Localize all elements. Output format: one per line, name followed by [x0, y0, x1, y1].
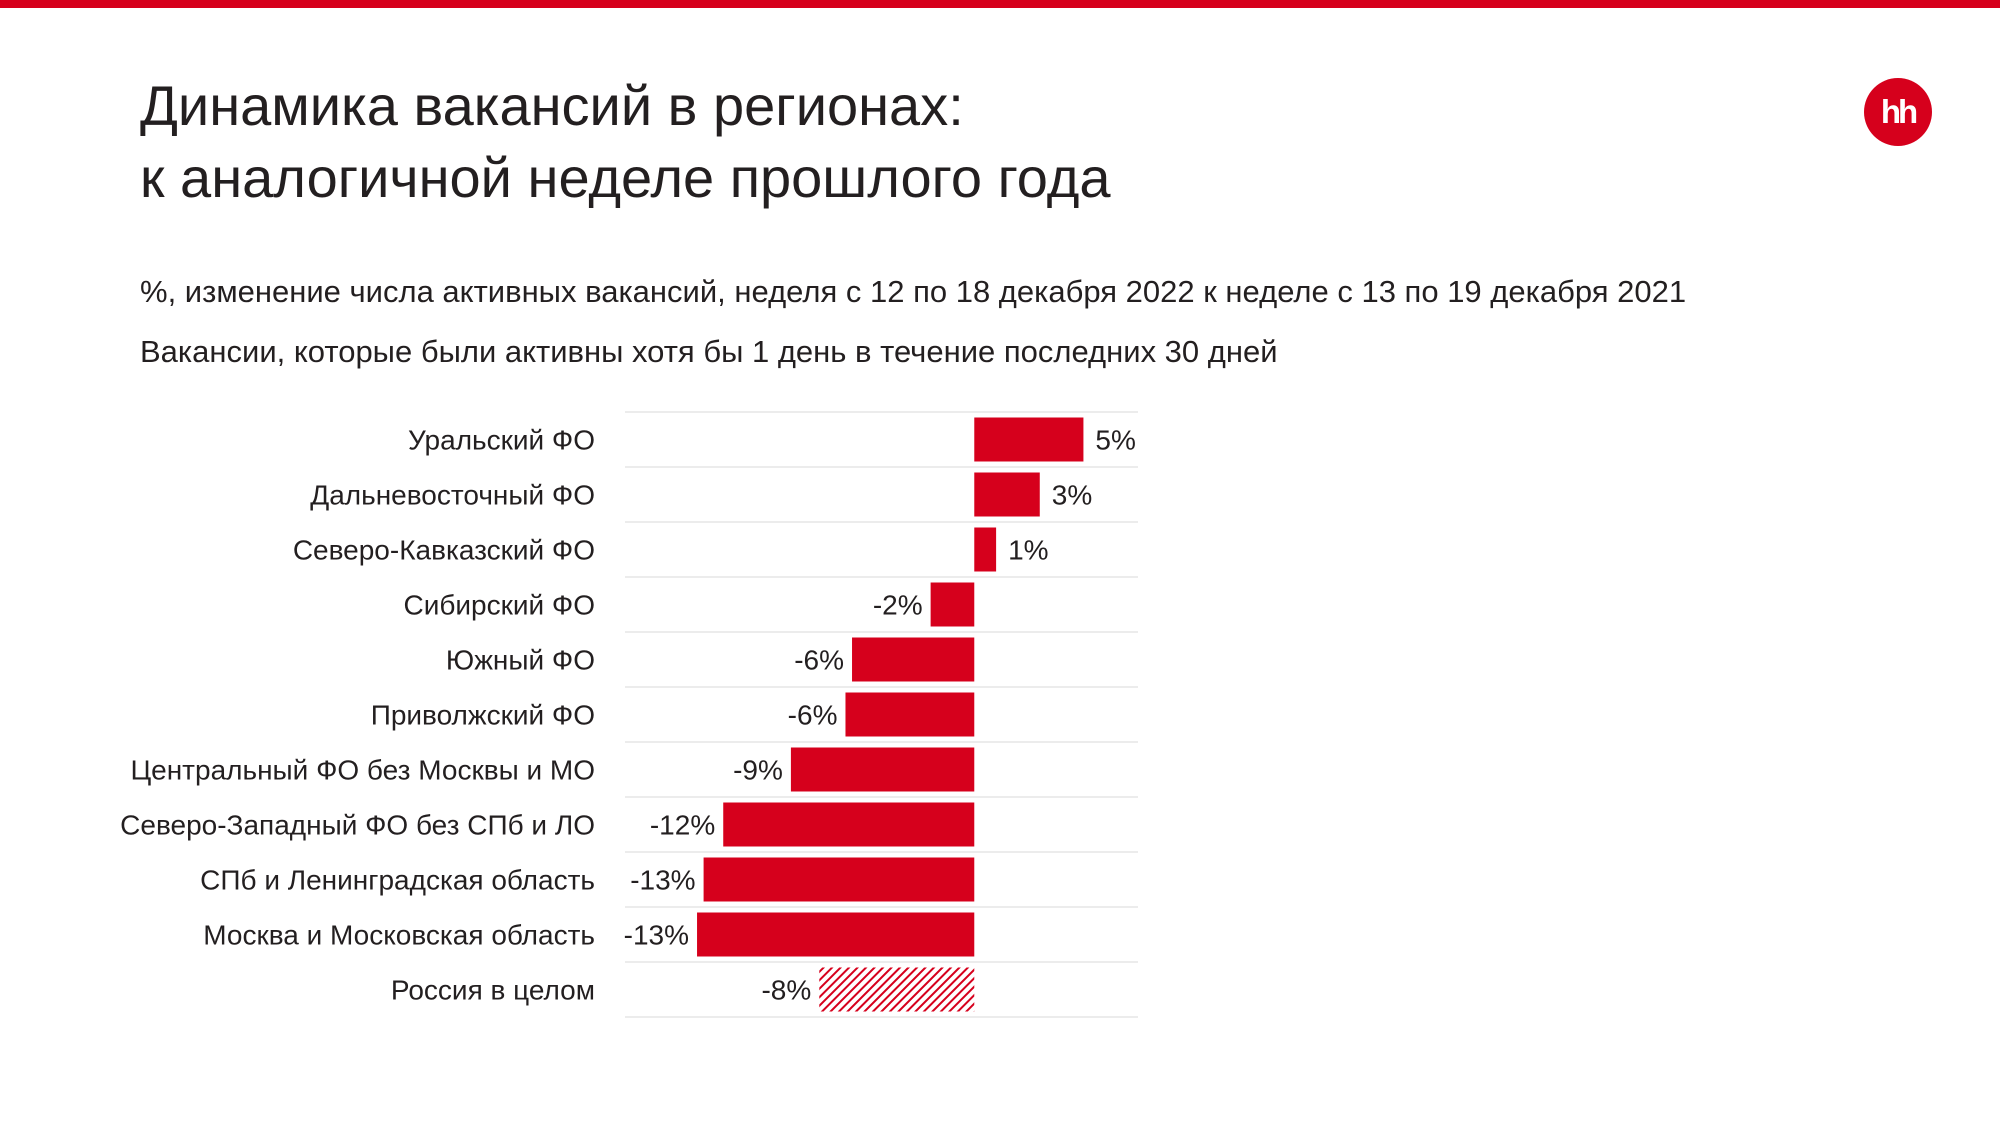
bar: [703, 857, 975, 902]
category-label: Северо-Западный ФО без СПб и ЛО: [120, 810, 595, 841]
subtitle-measure: %, изменение числа активных вакансий, не…: [140, 274, 1687, 309]
category-label: СПб и Ленинградская область: [200, 865, 595, 896]
category-label: Уральский ФО: [408, 425, 595, 456]
bars: [697, 417, 1084, 1012]
category-label: Центральный ФО без Москвы и МО: [130, 755, 595, 786]
title-line-2: к аналогичной неделе прошлого года: [140, 146, 1111, 209]
bar: [819, 967, 975, 1012]
bar: [974, 472, 1040, 517]
value-label: -6%: [788, 700, 838, 731]
top-accent-bar: [0, 0, 2000, 8]
value-label: -13%: [630, 865, 695, 896]
value-label: -6%: [794, 645, 844, 676]
category-label: Россия в целом: [391, 975, 595, 1006]
value-label: -13%: [624, 920, 689, 951]
bar: [845, 692, 975, 737]
bar: [790, 747, 975, 792]
bar-chart: Уральский ФО Дальневосточный ФО Северо-Кав…: [120, 411, 1138, 1018]
bar: [974, 417, 1084, 462]
value-labels: 5%3%1%-2%-6%-6%-9%-12%-13%-13%-8%: [624, 425, 1136, 1006]
value-label: -8%: [761, 975, 811, 1006]
category-label: Приволжский ФО: [371, 700, 595, 731]
bar: [852, 637, 975, 682]
category-label: Москва и Московская область: [203, 920, 595, 951]
hh-logo-text: hh: [1880, 93, 1918, 130]
value-label: 1%: [1008, 535, 1048, 566]
bar: [723, 802, 975, 847]
bar: [974, 527, 997, 572]
value-label: -2%: [873, 590, 923, 621]
bar: [930, 582, 975, 627]
hh-logo: hh: [1864, 78, 1932, 146]
category-label: Сибирский ФО: [404, 590, 596, 621]
bar: [697, 912, 975, 957]
value-label: -12%: [650, 810, 715, 841]
category-labels: Уральский ФО Дальневосточный ФО Северо-Кав…: [120, 425, 595, 1006]
grid-lines: [625, 411, 1138, 1018]
category-label: Южный ФО: [446, 645, 595, 676]
value-label: -9%: [733, 755, 783, 786]
page-title: Динамика вакансий в регионах: к аналогич…: [140, 70, 1111, 214]
value-label: 5%: [1095, 425, 1135, 456]
subtitle-definition: Вакансии, которые были активны хотя бы 1…: [140, 334, 1278, 369]
value-label: 3%: [1052, 480, 1092, 511]
category-label: Северо-Кавказский ФО: [293, 535, 595, 566]
title-line-1: Динамика вакансий в регионах:: [140, 74, 964, 137]
category-label: Дальневосточный ФО: [310, 480, 595, 511]
